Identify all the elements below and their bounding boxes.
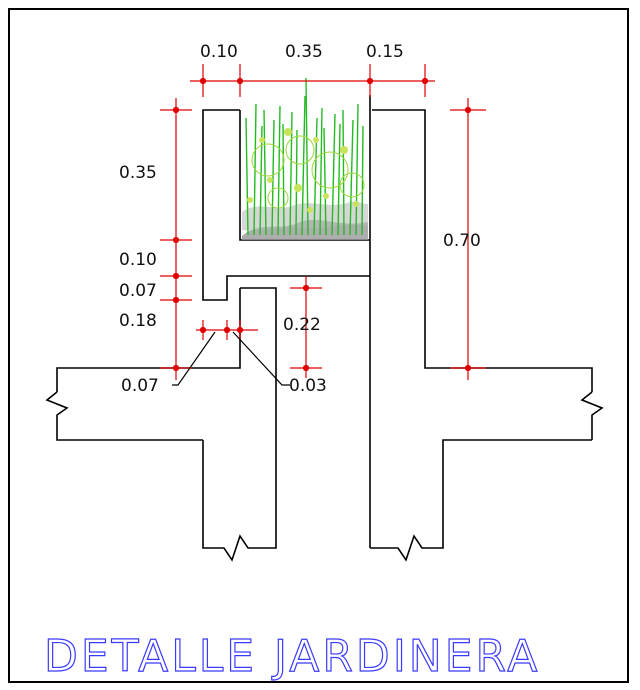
slab-right-break [580,391,604,440]
dim-center-height: 0.22 [283,315,321,335]
grass-blades [245,77,364,236]
gravel-layer [242,201,368,231]
left-column [202,287,277,562]
dim-lip: 0.18 [119,311,157,331]
planter-vegetation [242,77,368,240]
slab-left-break [45,391,203,441]
foliage-circles [251,135,365,209]
drawing-title: DETALLE JARDINERA [44,631,540,682]
planter-left-wall [202,109,370,301]
dim-top-middle: 0.35 [285,42,323,62]
drawing-sheet [8,8,629,683]
dim-leader-left: 0.07 [121,376,159,396]
right-wall-outer [372,109,593,392]
slab-right-bottom [370,439,592,562]
dim-leader-right: 0.03 [289,376,327,396]
dim-slab: 0.10 [119,250,157,270]
dim-planter-height: 0.35 [119,163,157,183]
dim-top-left: 0.10 [200,42,238,62]
dimension-lines [160,64,486,380]
dim-gap: 0.07 [119,281,157,301]
dim-right-height: 0.70 [443,231,481,251]
dimension-labels: 0.10 0.35 0.15 0.35 0.10 0.07 0.18 0.22 … [119,42,481,396]
dim-top-right: 0.15 [366,42,404,62]
leader-lines [172,331,290,386]
foliage-dots [247,128,359,213]
